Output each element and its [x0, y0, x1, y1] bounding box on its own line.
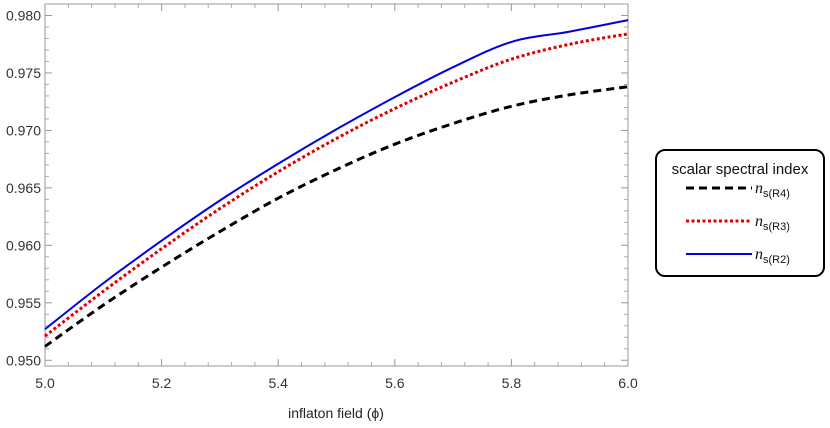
x-axis-title: inflaton field (ϕ) — [288, 405, 384, 421]
legend-label: ns(R3) — [755, 213, 790, 233]
y-tick-label: 0.955 — [6, 295, 41, 311]
series-line-sr3 — [44, 32, 629, 338]
legend-label-main: n — [755, 246, 763, 263]
legend-label-main: n — [755, 213, 763, 230]
legend-items: ns(R4)ns(R3)ns(R2) — [686, 180, 790, 266]
legend-label-main: n — [755, 180, 763, 197]
x-tick-label: 5.0 — [35, 375, 55, 391]
y-tick-label: 0.965 — [6, 180, 41, 196]
y-tick-label: 0.975 — [6, 65, 41, 81]
legend-box — [655, 149, 825, 277]
series-line-sr4 — [44, 85, 629, 348]
legend-label-subscript: s(R2) — [763, 254, 790, 266]
x-axis: 5.0 5.2 5.4 5.6 5.8 6.0 — [35, 4, 638, 391]
y-tick-label: 0.950 — [6, 352, 41, 368]
legend-label-subscript: s(R3) — [763, 221, 790, 233]
x-tick-label: 5.4 — [268, 375, 288, 391]
series-group — [44, 19, 629, 348]
x-tick-label: 6.0 — [618, 375, 638, 391]
legend-label: ns(R4) — [755, 180, 790, 200]
legend-label: ns(R2) — [755, 246, 790, 266]
y-tick-label: 0.980 — [6, 7, 41, 23]
plot-frame — [44, 3, 629, 367]
x-tick-label: 5.2 — [152, 375, 172, 391]
legend-title: scalar spectral index — [672, 161, 809, 178]
x-tick-label: 5.8 — [502, 375, 522, 391]
legend-label-subscript: s(R4) — [763, 188, 790, 200]
y-tick-label: 0.960 — [6, 237, 41, 253]
series-line-sr2 — [44, 19, 629, 331]
y-axis: 0.950 0.955 0.960 0.965 0.970 0.975 0.980 — [6, 3, 628, 368]
x-tick-label: 5.6 — [385, 375, 405, 391]
y-tick-label: 0.970 — [6, 122, 41, 138]
legend: scalar spectral index ns(R4)ns(R3)ns(R2) — [655, 149, 825, 277]
